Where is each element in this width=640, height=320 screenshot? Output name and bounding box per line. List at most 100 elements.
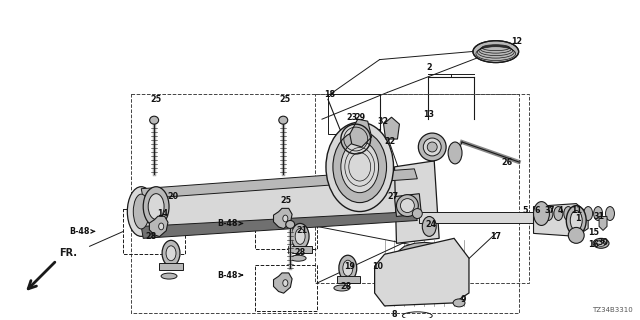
Ellipse shape [295,228,305,244]
Ellipse shape [291,223,309,249]
Text: 26: 26 [501,158,512,167]
Text: 25: 25 [280,95,291,104]
Ellipse shape [159,223,164,230]
Text: 21: 21 [296,226,308,235]
Text: 6: 6 [535,206,540,215]
Ellipse shape [584,207,593,220]
Text: FR.: FR. [59,248,77,258]
Text: 3: 3 [545,206,550,215]
Ellipse shape [566,205,586,236]
Text: 28: 28 [340,282,351,291]
Polygon shape [337,276,360,283]
Polygon shape [141,212,417,238]
Ellipse shape [283,280,288,286]
Ellipse shape [285,220,294,228]
Ellipse shape [166,246,176,261]
Text: 28: 28 [294,248,306,257]
Ellipse shape [544,207,553,220]
Polygon shape [273,273,292,293]
Text: 10: 10 [372,262,383,271]
Ellipse shape [162,240,180,266]
Polygon shape [534,204,588,236]
Ellipse shape [594,207,602,220]
Bar [328,94,380,134]
Text: 31: 31 [593,212,605,221]
Ellipse shape [573,207,582,220]
Text: 1: 1 [575,214,581,223]
Ellipse shape [283,215,288,222]
Ellipse shape [133,194,149,229]
Polygon shape [383,117,399,139]
Ellipse shape [143,187,169,227]
Polygon shape [159,263,183,270]
Ellipse shape [343,260,353,276]
Text: 25: 25 [281,196,292,205]
Text: 7: 7 [548,206,554,215]
Ellipse shape [339,255,356,281]
Text: 27: 27 [387,192,398,201]
Text: 28: 28 [145,232,157,241]
Text: 16: 16 [589,240,600,249]
Ellipse shape [334,285,350,291]
Polygon shape [273,208,292,228]
Text: 9: 9 [460,295,466,304]
Text: 2: 2 [426,63,432,72]
Ellipse shape [396,195,419,217]
Ellipse shape [401,199,414,212]
Ellipse shape [333,131,387,203]
Polygon shape [394,161,439,243]
Bar [124,209,185,254]
Polygon shape [599,217,607,230]
Text: 15: 15 [589,228,600,237]
Ellipse shape [150,116,159,124]
Ellipse shape [448,142,462,164]
Ellipse shape [161,273,177,279]
Ellipse shape [453,299,465,307]
Polygon shape [374,238,469,306]
Ellipse shape [554,207,563,220]
Text: 25: 25 [150,95,162,104]
Text: 8: 8 [392,310,397,319]
Text: 29: 29 [354,113,365,122]
Bar [255,265,317,311]
Ellipse shape [596,240,605,246]
Polygon shape [141,174,414,233]
Polygon shape [149,216,168,236]
Ellipse shape [279,116,288,124]
Text: 22: 22 [384,137,395,146]
Text: TZ34B3310: TZ34B3310 [592,307,633,313]
Text: B-48: B-48 [69,227,90,236]
Ellipse shape [564,207,573,220]
Bar [255,204,317,249]
Text: 30: 30 [598,238,609,247]
Ellipse shape [412,209,422,219]
Text: 20: 20 [168,192,179,201]
Polygon shape [288,246,312,253]
Ellipse shape [428,142,437,152]
Polygon shape [419,212,538,223]
Text: 11: 11 [571,206,582,215]
Ellipse shape [341,141,379,193]
Text: 18: 18 [324,90,335,99]
Polygon shape [390,242,449,270]
Bar [131,94,518,313]
Text: 19: 19 [344,262,355,271]
Ellipse shape [419,133,446,161]
Ellipse shape [422,217,436,236]
Text: 4: 4 [557,206,563,215]
Polygon shape [394,194,421,217]
Ellipse shape [148,194,164,220]
Ellipse shape [127,187,155,236]
Ellipse shape [593,238,609,248]
Text: 23: 23 [346,113,357,122]
Text: 14: 14 [157,209,168,218]
Text: 32: 32 [378,117,389,126]
Ellipse shape [570,211,582,230]
Text: 12: 12 [511,37,522,46]
Text: 5: 5 [523,206,529,215]
Bar [315,94,529,283]
Text: 24: 24 [426,220,436,229]
Ellipse shape [534,202,549,226]
Ellipse shape [423,138,441,156]
Polygon shape [141,169,417,199]
